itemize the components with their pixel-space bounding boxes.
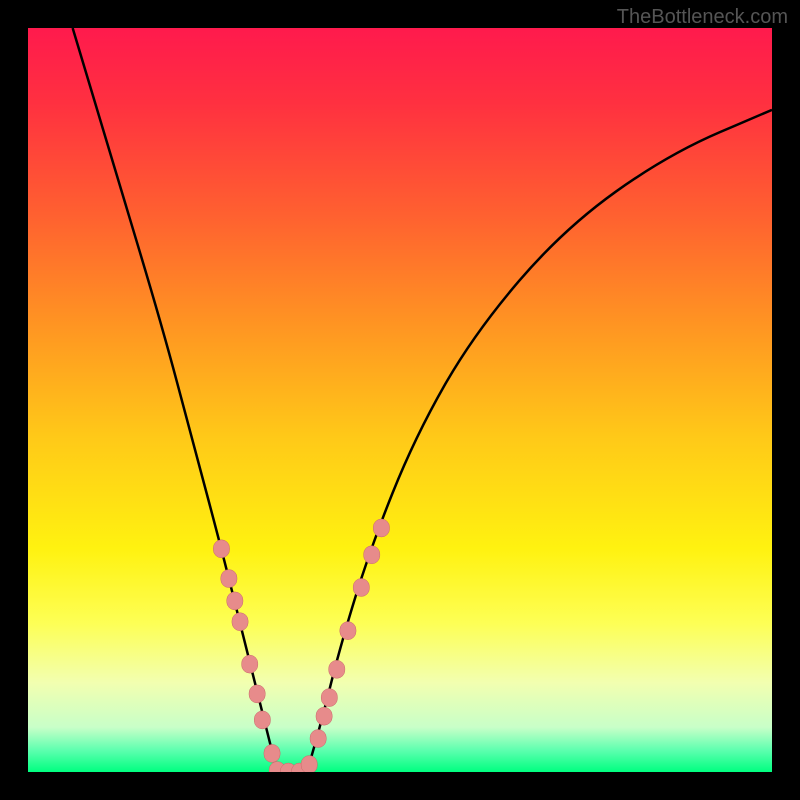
curve-marker	[340, 622, 356, 640]
curve-marker	[242, 655, 258, 673]
curve-marker	[249, 685, 265, 703]
curve-marker	[329, 660, 345, 678]
curve-marker	[310, 730, 326, 748]
curve-marker	[227, 592, 243, 610]
curve-marker	[232, 613, 248, 631]
curve-marker	[301, 756, 317, 772]
curve-marker	[353, 578, 369, 596]
curve-marker	[321, 689, 337, 707]
chart-area	[28, 28, 772, 772]
markers-group	[213, 519, 389, 772]
curve-marker	[254, 711, 270, 729]
v-curve	[73, 28, 772, 772]
watermark: TheBottleneck.com	[617, 6, 788, 29]
curve-marker	[221, 570, 237, 588]
curve-marker	[373, 519, 389, 537]
curve-marker	[264, 744, 280, 762]
curve-marker	[213, 540, 229, 558]
curve-marker	[316, 707, 332, 725]
chart-overlay	[28, 28, 772, 772]
curve-marker	[364, 546, 380, 564]
